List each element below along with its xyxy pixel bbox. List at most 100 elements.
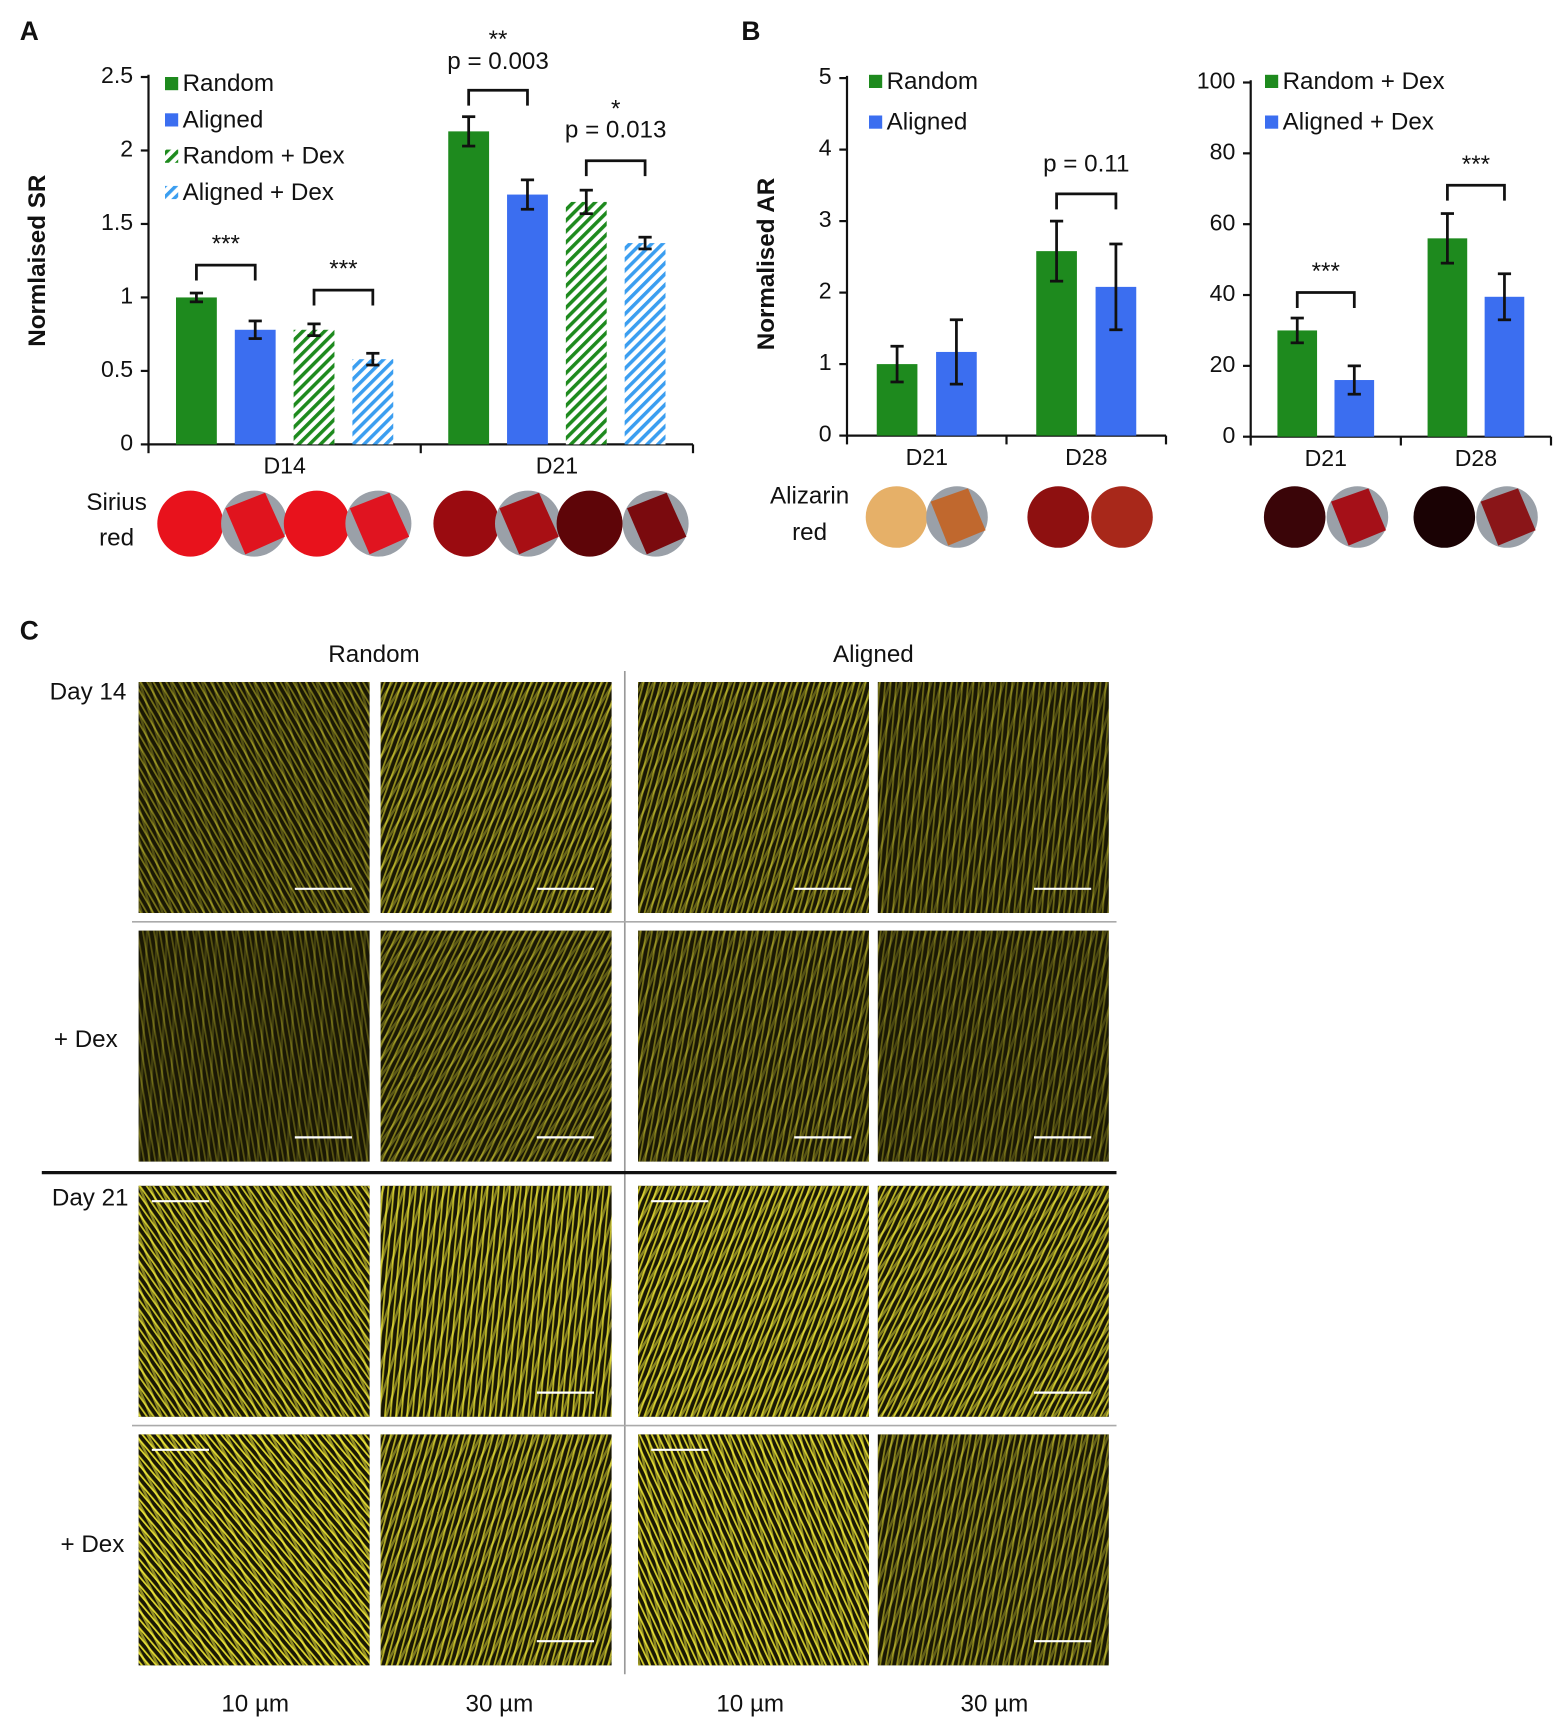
annotation: p = 0.11 xyxy=(1043,151,1129,178)
y-tick-label: 4 xyxy=(819,135,832,161)
x-tick-label: D28 xyxy=(1455,445,1497,471)
magnification-label: 10 µm xyxy=(716,1690,784,1717)
bar xyxy=(448,131,490,445)
annotation: ** xyxy=(489,26,508,53)
x-tick-label: D21 xyxy=(536,453,578,479)
bar xyxy=(1277,330,1318,437)
micrograph xyxy=(380,1185,612,1417)
micrograph-fibres xyxy=(380,1185,612,1417)
legend-swatch xyxy=(165,185,179,200)
legend-label: Aligned + Dex xyxy=(1283,109,1434,136)
bar xyxy=(507,194,548,445)
stain-label: Alizarin xyxy=(770,483,849,510)
significance-bracket xyxy=(195,263,257,281)
micrograph xyxy=(638,1434,869,1666)
dish-scaffold xyxy=(1480,488,1536,546)
micrograph-fibres xyxy=(638,682,869,914)
bar xyxy=(175,297,217,445)
y-tick-label: 1.5 xyxy=(101,209,133,235)
micrograph-fibres xyxy=(380,682,612,914)
error-bar xyxy=(949,318,964,386)
row-label: + Dex xyxy=(54,1026,118,1053)
legend-label: Random xyxy=(183,70,274,97)
row-label: Day 14 xyxy=(50,678,127,705)
micrograph xyxy=(138,1185,370,1417)
y-tick-label: 1 xyxy=(120,283,133,309)
micrograph xyxy=(138,930,370,1162)
error-bar xyxy=(1290,316,1304,345)
legend-swatch xyxy=(1265,74,1279,89)
y-tick-label: 2 xyxy=(120,136,133,162)
bar xyxy=(565,201,607,445)
magnification-label: 10 µm xyxy=(221,1690,289,1717)
bar xyxy=(624,243,666,445)
bar xyxy=(1427,238,1468,437)
significance-bracket xyxy=(1055,192,1118,210)
micrograph-fibres xyxy=(638,1185,869,1417)
row-label: + Dex xyxy=(60,1531,124,1558)
dish-photo xyxy=(433,490,500,557)
error-bar xyxy=(1049,219,1064,283)
dish-photo xyxy=(283,490,350,557)
panel-label: B xyxy=(741,16,760,46)
y-tick-label: 5 xyxy=(819,63,832,89)
micrograph-fibres xyxy=(877,1434,1109,1666)
y-axis-label: Normlaised SR xyxy=(24,175,51,347)
micrograph xyxy=(877,1185,1109,1417)
y-tick-label: 0 xyxy=(120,430,133,456)
dish-photo xyxy=(865,486,928,548)
micrograph xyxy=(138,1434,370,1666)
error-bar xyxy=(1497,272,1512,322)
y-axis-label: Normalised AR xyxy=(753,178,780,351)
micrograph xyxy=(380,1434,612,1666)
x-tick-label: D21 xyxy=(1305,445,1347,471)
dish-scaffold xyxy=(499,492,559,555)
micrograph xyxy=(638,1185,869,1417)
micrograph xyxy=(638,682,869,914)
dish-scaffold xyxy=(349,492,410,555)
legend-swatch xyxy=(869,115,883,129)
micrograph-fibres xyxy=(638,930,869,1162)
y-tick-label: 20 xyxy=(1210,351,1236,377)
legend-swatch xyxy=(165,113,179,127)
y-tick-label: 1 xyxy=(819,349,832,375)
significance-bracket xyxy=(312,288,375,306)
micrograph-fibres xyxy=(877,1185,1109,1417)
micrograph xyxy=(380,682,612,914)
column-header: Random xyxy=(328,641,419,668)
y-tick-label: 0.5 xyxy=(101,356,133,382)
dish-scaffold xyxy=(627,492,687,555)
micrograph xyxy=(877,682,1109,914)
x-tick-label: D28 xyxy=(1065,444,1107,470)
micrograph xyxy=(877,930,1109,1162)
legend-swatch xyxy=(165,149,179,163)
micrograph xyxy=(877,1434,1109,1666)
x-tick-label: D14 xyxy=(263,453,306,479)
micrograph-fibres xyxy=(380,930,612,1162)
legend-label: Aligned xyxy=(887,109,968,136)
significance-bracket xyxy=(1446,183,1506,201)
error-bar xyxy=(366,351,380,367)
row-label: Day 21 xyxy=(52,1184,129,1211)
bar xyxy=(234,329,276,445)
y-tick-label: 2 xyxy=(819,278,832,304)
magnification-label: 30 µm xyxy=(961,1690,1029,1717)
annotation: *** xyxy=(1462,151,1491,178)
dish-photo xyxy=(157,490,224,557)
y-tick-label: 100 xyxy=(1197,68,1236,94)
dish-photo xyxy=(556,490,623,557)
micrograph xyxy=(380,930,612,1162)
micrograph-fibres xyxy=(877,682,1109,914)
dish-photo xyxy=(1413,486,1476,548)
dish-photo xyxy=(1263,486,1326,548)
error-bar xyxy=(189,291,204,304)
annotation: p = 0.013 xyxy=(565,116,667,143)
annotation: *** xyxy=(1312,258,1341,285)
y-tick-label: 2.5 xyxy=(101,62,133,88)
error-bar xyxy=(579,188,593,216)
micrograph-fibres xyxy=(138,1434,370,1666)
error-bar xyxy=(248,319,262,340)
error-bar xyxy=(462,115,476,148)
